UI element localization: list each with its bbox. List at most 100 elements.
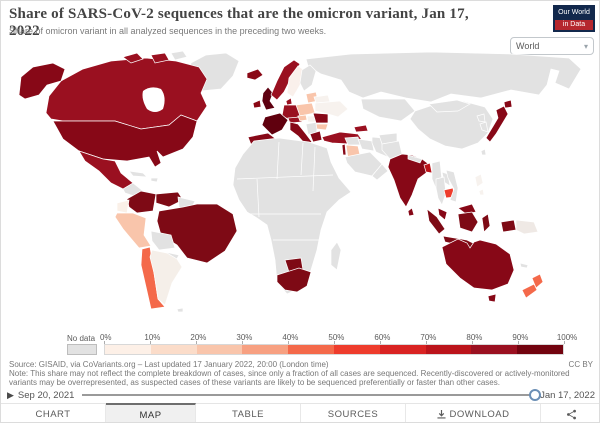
legend-tick-label: 0% [99, 333, 112, 342]
country-indonesia-kalimantan[interactable] [457, 211, 479, 233]
tab-map[interactable]: MAP [106, 403, 196, 422]
country-ukraine[interactable] [314, 100, 349, 118]
country-france[interactable] [261, 112, 289, 136]
country-austria[interactable] [287, 116, 303, 124]
country-hispaniola[interactable] [150, 177, 159, 183]
country-sri-lanka[interactable] [407, 207, 415, 217]
country-colombia[interactable] [126, 190, 157, 214]
country-taiwan[interactable] [480, 148, 487, 156]
country-greece[interactable] [309, 130, 323, 143]
country-new-caledonia[interactable] [519, 262, 529, 269]
legend-tick-labels: 0% 10% 20% 30% 40% 50% 60% 70% 80% 90% 100% [100, 333, 577, 342]
share-icon [566, 409, 576, 420]
country-arctic-islands[interactable] [122, 52, 144, 64]
tab-table[interactable]: TABLE [196, 404, 301, 422]
legend-bin[interactable] [196, 345, 243, 354]
country-indonesia-papua[interactable] [500, 219, 517, 233]
country-madagascar[interactable] [330, 241, 342, 271]
country-arctic-islands[interactable] [150, 52, 170, 64]
country-czechia[interactable] [297, 114, 308, 122]
country-romania[interactable] [312, 112, 329, 124]
country-cuba[interactable] [128, 170, 148, 178]
legend-no-data-label: No data [67, 334, 96, 343]
country-south-africa[interactable] [276, 267, 312, 293]
legend-tick-label: 50% [328, 333, 345, 342]
country-malaysia[interactable] [437, 207, 448, 221]
country-yemen-oman[interactable] [371, 163, 389, 181]
region-dropdown[interactable]: World ▾ [510, 37, 594, 55]
legend-bin[interactable] [242, 345, 289, 354]
legend-tick-label: 40% [282, 333, 299, 342]
country-denmark[interactable] [285, 97, 293, 106]
legend-bin[interactable] [471, 345, 518, 354]
country-india[interactable] [387, 153, 431, 208]
country-caucasus[interactable] [353, 124, 369, 133]
country-finland[interactable] [299, 64, 317, 92]
country-bulgaria[interactable] [315, 123, 329, 131]
owid-logo[interactable]: Our World in Data [553, 5, 595, 32]
country-mongolia[interactable] [428, 99, 471, 113]
country-philippines-south[interactable] [478, 188, 485, 196]
timeline-track[interactable] [82, 389, 542, 401]
tab-chart[interactable]: CHART [1, 404, 106, 422]
country-iraq[interactable] [357, 138, 375, 152]
country-syria[interactable] [344, 136, 361, 146]
legend-bin[interactable] [425, 345, 472, 354]
country-south-korea[interactable] [479, 121, 489, 133]
country-china[interactable] [409, 100, 494, 150]
country-kazakhstan[interactable] [360, 98, 416, 122]
legend-color-bar[interactable] [104, 344, 564, 355]
country-philippines[interactable] [474, 173, 484, 188]
country-thailand[interactable] [435, 176, 447, 206]
country-malaysia-borneo[interactable] [457, 203, 477, 215]
owid-logo-line2: in Data [555, 20, 593, 30]
region-dropdown-value: World [516, 41, 540, 51]
country-russia[interactable] [305, 51, 582, 103]
play-button[interactable]: ▶ [7, 390, 14, 400]
legend-bin[interactable] [105, 345, 151, 354]
legend-bin[interactable] [333, 345, 380, 354]
timeline: ▶ Sep 20, 2021 Jan 17, 2022 [7, 387, 595, 403]
legend-bin[interactable] [288, 345, 334, 354]
country-japan-hokkaido[interactable] [503, 99, 513, 109]
tab-share[interactable] [541, 404, 599, 422]
country-israel[interactable] [341, 143, 347, 156]
tab-sources[interactable]: SOURCES [301, 404, 406, 422]
country-nepal[interactable] [407, 154, 423, 164]
country-alaska[interactable] [18, 62, 66, 100]
timeline-start-label[interactable]: Sep 20, 2021 [17, 389, 75, 401]
country-australia[interactable] [441, 238, 515, 291]
timeline-handle[interactable] [529, 389, 542, 401]
legend-bin[interactable] [150, 345, 197, 354]
chevron-down-icon: ▾ [583, 41, 588, 51]
country-ireland[interactable] [252, 99, 262, 109]
country-bolivia[interactable] [150, 230, 176, 251]
country-falklands[interactable] [176, 307, 184, 313]
country-peru[interactable] [114, 212, 152, 249]
legend-tick-label: 60% [374, 333, 391, 342]
legend-bin[interactable] [379, 345, 426, 354]
country-arctic-gray[interactable] [170, 50, 188, 61]
country-venezuela[interactable] [155, 191, 184, 208]
timeline-end-label[interactable]: Jan 17, 2022 [540, 389, 595, 401]
legend-bin[interactable] [517, 345, 563, 354]
country-argentina[interactable] [149, 249, 183, 306]
country-indonesia-sulawesi[interactable] [481, 213, 491, 233]
country-papua-new-guinea[interactable] [515, 219, 539, 235]
country-vietnam[interactable] [445, 169, 459, 203]
country-sweden[interactable] [286, 65, 305, 98]
country-japan[interactable] [485, 105, 509, 143]
tab-download[interactable]: DOWNLOAD [406, 404, 541, 422]
legend-no-data-swatch[interactable] [67, 344, 97, 355]
page-title: Share of SARS-CoV-2 sequences that are t… [9, 6, 469, 39]
country-hungary[interactable] [306, 115, 317, 123]
country-new-zealand-south[interactable] [521, 283, 538, 299]
map-legend: No data 0% 10% 20% 30% 40% 50% 60% 70% 80% 90% 100… [1, 333, 599, 358]
license-text[interactable]: CC BY [568, 360, 593, 369]
country-tasmania[interactable] [487, 293, 497, 303]
country-norway[interactable] [270, 59, 301, 101]
country-ecuador[interactable] [116, 199, 130, 214]
country-iceland[interactable] [246, 68, 264, 81]
country-indonesia-sumatra[interactable] [426, 208, 446, 235]
